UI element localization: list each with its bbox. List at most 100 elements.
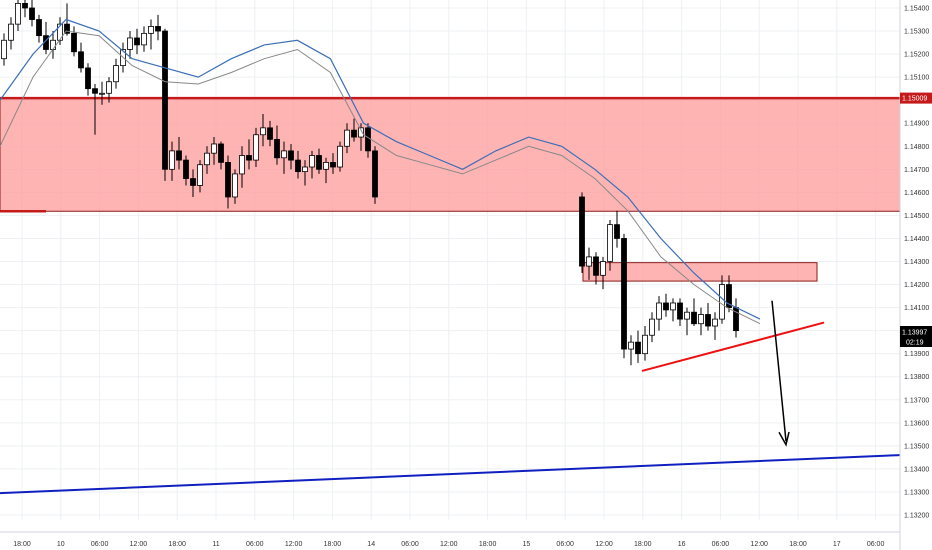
y-tick-label: 1.13300	[904, 489, 929, 496]
candle-body-down	[365, 127, 371, 152]
y-tick-label: 1.14200	[904, 282, 929, 289]
candle-body-down	[71, 32, 77, 53]
y-tick-label: 1.15400	[904, 6, 929, 13]
candle	[607, 220, 613, 271]
candle	[155, 14, 161, 41]
trendlines-layer	[0, 300, 901, 495]
candle	[246, 139, 252, 170]
candle	[232, 169, 238, 204]
y-tick-label: 1.13700	[904, 397, 929, 404]
candle-body-down	[330, 162, 336, 168]
long-term-trendline	[0, 454, 901, 495]
candle-body-down	[78, 51, 84, 69]
candle-body-up	[309, 155, 315, 168]
candle-body-up	[127, 37, 133, 50]
candle	[148, 19, 154, 50]
candle-body-down	[155, 26, 161, 32]
candle	[183, 155, 189, 186]
x-tick-label: 18:00	[324, 541, 342, 548]
candle-body-up	[239, 155, 245, 175]
x-tick-label: 06:00	[401, 541, 419, 548]
y-tick-label: 1.15300	[904, 29, 929, 36]
candle-body-down	[267, 127, 273, 140]
candle	[281, 141, 287, 174]
candle-body-up	[204, 152, 210, 166]
x-tick-label: 17	[833, 541, 841, 548]
candle	[218, 141, 224, 170]
y-tick-label: 1.14900	[904, 121, 929, 128]
candle-body-up	[323, 162, 329, 170]
candles-layer	[1, 0, 739, 366]
candle	[106, 77, 112, 103]
x-tick-label: 12:00	[130, 541, 148, 548]
candle	[726, 275, 732, 313]
candle-body-up	[712, 318, 718, 327]
candle-body-down	[288, 150, 294, 161]
resistance-price-label: 1.15009	[902, 96, 927, 103]
candle	[614, 210, 620, 248]
candle-body-up	[302, 166, 308, 173]
candle-body-down	[225, 162, 231, 198]
x-tick-label: 18:00	[634, 541, 652, 548]
candle	[621, 233, 627, 359]
candle	[176, 137, 182, 170]
candle-body-down	[295, 159, 301, 173]
y-tick-label: 1.14400	[904, 236, 929, 243]
candle	[358, 123, 364, 151]
candle	[684, 307, 690, 336]
candle	[169, 141, 175, 181]
candle-body-up	[337, 145, 343, 168]
candle-body-down	[372, 150, 378, 198]
candle	[22, 0, 28, 18]
candle-body-down	[593, 256, 599, 276]
candle	[204, 146, 210, 174]
x-tick-label: 18:00	[479, 541, 497, 548]
y-tick-label: 1.13600	[904, 420, 929, 427]
candle	[190, 169, 196, 197]
y-tick-label: 1.13800	[904, 374, 929, 381]
x-tick-label: 06:00	[246, 541, 264, 548]
candle	[705, 302, 711, 331]
candle-body-up	[141, 32, 147, 46]
candle	[29, 0, 35, 27]
candle-body-down	[621, 238, 627, 350]
candle	[134, 28, 140, 55]
candle-body-down	[29, 7, 35, 20]
candle	[274, 125, 280, 165]
x-tick-label: 18:00	[789, 541, 807, 548]
candle-body-down	[64, 23, 70, 34]
slow-moving-average	[0, 30, 761, 325]
candle-body-up	[642, 334, 648, 355]
y-tick-label: 1.14500	[904, 213, 929, 220]
x-tick-label: 12:00	[440, 541, 458, 548]
candle-body-up	[344, 129, 350, 147]
moving-averages-layer	[0, 18, 761, 325]
small-supply-zone	[582, 262, 818, 282]
candle	[113, 58, 119, 89]
candle-body-down	[176, 150, 182, 161]
candle-body-down	[705, 314, 711, 327]
candle	[712, 312, 718, 340]
candle-body-up	[698, 314, 704, 325]
x-tick-label: 10	[57, 541, 65, 548]
candle-body-up	[148, 26, 154, 34]
y-tick-label: 1.14300	[904, 259, 929, 266]
candle-body-down	[351, 129, 357, 138]
y-tick-label: 1.14100	[904, 305, 929, 312]
y-tick-label: 1.15200	[904, 52, 929, 59]
x-tick-label: 12:00	[285, 541, 303, 548]
candle	[295, 150, 301, 179]
y-tick-label: 1.13900	[904, 351, 929, 358]
candle-body-up	[113, 65, 119, 83]
candle	[316, 148, 322, 174]
candle	[628, 335, 634, 366]
candle	[344, 123, 350, 154]
current-price-badge: 1.13997 02:19	[900, 326, 932, 347]
candle	[267, 120, 273, 147]
candle-body-up	[211, 143, 217, 154]
candle	[239, 146, 245, 188]
candle	[663, 293, 669, 317]
x-tick-label: 06:00	[867, 541, 885, 548]
candle	[323, 157, 329, 184]
